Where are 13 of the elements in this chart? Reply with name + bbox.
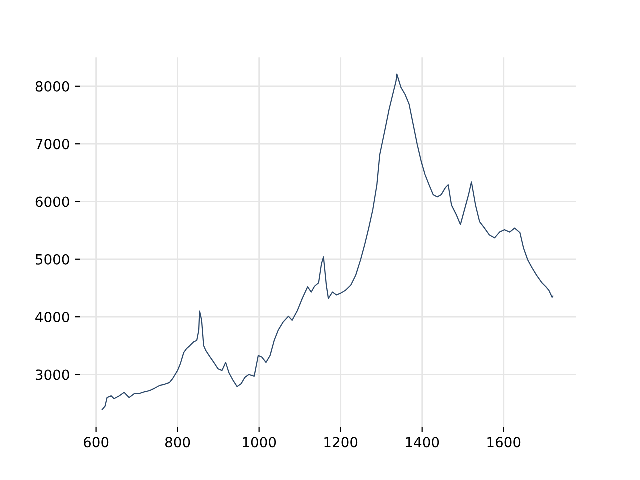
y-tick-label: 4000 — [36, 312, 70, 323]
x-tick-label: 600 — [84, 437, 109, 448]
y-tick-label: 8000 — [36, 81, 70, 92]
y-tick-label: 6000 — [36, 196, 70, 208]
y-tick-label: 5000 — [36, 254, 70, 265]
x-tick-label: 1400 — [406, 437, 440, 448]
line-series — [102, 74, 554, 410]
x-tick-label: 800 — [166, 437, 190, 448]
y-tick-label: 7000 — [36, 139, 70, 150]
y-tick-label: 3000 — [36, 370, 70, 380]
x-tick-label: 1000 — [243, 437, 276, 448]
x-tick-label: 1200 — [324, 437, 358, 448]
x-tick-label: 1600 — [488, 437, 521, 448]
